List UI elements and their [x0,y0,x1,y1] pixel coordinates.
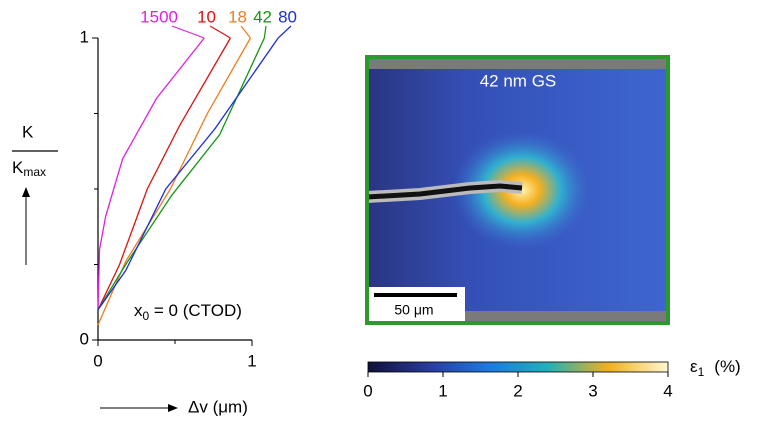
leader-line [171,25,205,39]
scale-label: 50 μm [394,302,433,318]
x-tick-label: 1 [247,351,256,370]
x-tick-label: 0 [93,351,102,370]
colorbar-tick-label: 0 [363,381,372,400]
y-label-den-k: K [12,158,24,177]
colorbar-tick-label: 1 [438,381,447,400]
annotation-x: x [134,301,143,320]
colorbar-tick-label: 4 [663,381,672,400]
annotation: x0 = 0 (CTOD) [134,301,242,323]
x-label: Δv (μm) [188,397,248,416]
legend-label: 42 [253,7,272,26]
series-line [97,37,279,311]
series-line [97,37,265,311]
panel-title: 42 nm GS [480,71,557,90]
image-edge [367,57,668,69]
y-label-num: K [22,122,34,141]
panel-border [365,55,670,325]
colorbar-tick-label: 2 [513,381,522,400]
y-arrow-head [22,187,30,197]
y-tick-label: 0 [80,329,89,348]
legend-label: 10 [197,7,216,26]
scale-box [369,287,465,321]
colorbar-tick-label: 3 [588,381,597,400]
y-label-sub: max [23,165,46,179]
legend-label: 18 [228,7,247,26]
axes [97,38,252,341]
image-panel: 42 nm GS 50 μm [365,55,670,325]
leader-line [263,25,267,39]
leader-line [240,25,251,39]
crack [366,183,523,200]
colorbar-symbol: ε [690,357,698,376]
legend-label: 1500 [140,7,178,26]
leader-line [277,25,292,39]
series-line [97,37,232,311]
colorbar-sub: 1 [698,365,705,379]
series-line [97,37,205,310]
annotation-sub: 0 [143,309,150,323]
x-arrow-head [168,404,178,412]
y-tick-label: 1 [80,27,89,46]
legend-label: 80 [278,7,297,26]
colorbar [367,361,669,373]
series-line [97,37,252,326]
leader-line [209,25,231,39]
colorbar-unit: (%) [714,357,740,376]
y-label-den: Kmax [12,158,46,179]
annotation-rest: = 0 (CTOD) [149,301,242,320]
hot-spot [452,130,592,250]
colorbar-label: ε1 (%) [690,357,741,379]
